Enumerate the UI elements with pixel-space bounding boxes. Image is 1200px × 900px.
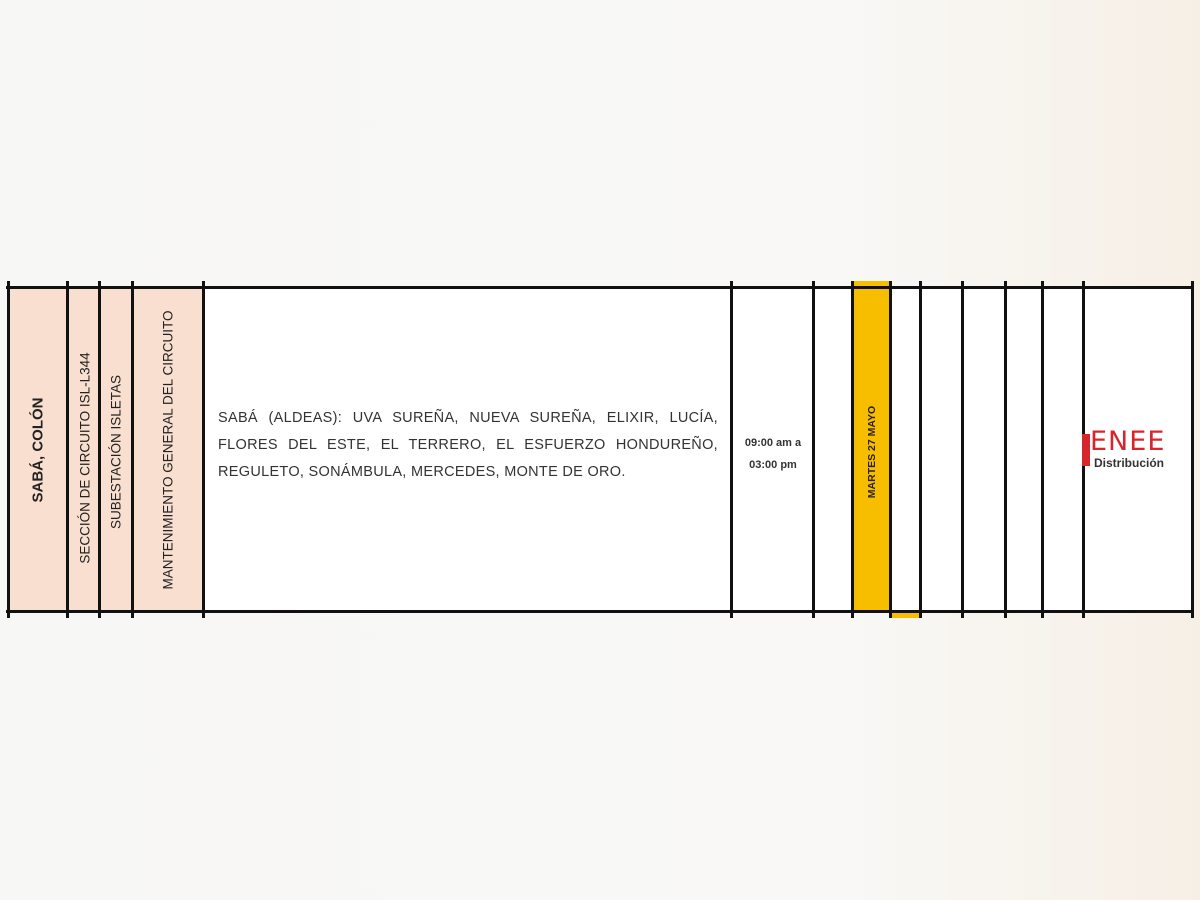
column-divider <box>730 281 733 618</box>
logo-mark-icon <box>1082 434 1090 466</box>
location-text: SABÁ, COLÓN <box>29 397 47 502</box>
date-highlight-cell <box>852 281 890 612</box>
label-cells-background <box>8 287 204 612</box>
column-divider <box>66 281 69 618</box>
column-divider <box>131 281 134 618</box>
logo-name: ENEE <box>1090 426 1166 457</box>
highlight-strip <box>890 612 920 618</box>
column-divider <box>202 281 205 618</box>
time-start: 09:00 am a <box>744 437 802 449</box>
circuit-section-cell: SECCIÓN DE CIRCUITO ISL-L344 <box>69 289 98 610</box>
column-divider <box>889 281 892 618</box>
column-divider <box>812 281 815 618</box>
logo-subtitle: Distribución <box>1094 456 1165 470</box>
table-top-border <box>6 286 1194 289</box>
substation-text: SUBESTACIÓN ISLETAS <box>108 374 124 529</box>
work-type-text: MANTENIMIENTO GENERAL DEL CIRCUITO <box>160 309 176 590</box>
column-divider <box>1004 281 1007 618</box>
column-divider <box>1041 281 1044 618</box>
content-cells-background <box>204 287 1192 612</box>
column-divider <box>7 281 10 618</box>
substation-cell: SUBESTACIÓN ISLETAS <box>101 289 131 610</box>
time-end: 03:00 pm <box>749 459 797 471</box>
affected-areas-text: SABÁ (ALDEAS): UVA SUREÑA, NUEVA SUREÑA,… <box>218 410 718 480</box>
column-divider <box>1191 281 1194 618</box>
date-cell: MARTES 27 MAYO <box>854 289 889 610</box>
column-divider <box>98 281 101 618</box>
column-divider <box>961 281 964 618</box>
location-cell: SABÁ, COLÓN <box>10 289 66 610</box>
time-range: 09:00 am a 03:00 pm <box>736 432 810 476</box>
enee-logo: ENEE Distribución <box>1080 428 1165 470</box>
table-bottom-border <box>6 610 1194 613</box>
circuit-section-text: SECCIÓN DE CIRCUITO ISL-L344 <box>77 351 92 564</box>
date-text: MARTES 27 MAYO <box>865 405 878 498</box>
work-type-cell: MANTENIMIENTO GENERAL DEL CIRCUITO <box>134 289 202 610</box>
column-divider <box>851 281 854 618</box>
column-divider <box>919 281 922 618</box>
